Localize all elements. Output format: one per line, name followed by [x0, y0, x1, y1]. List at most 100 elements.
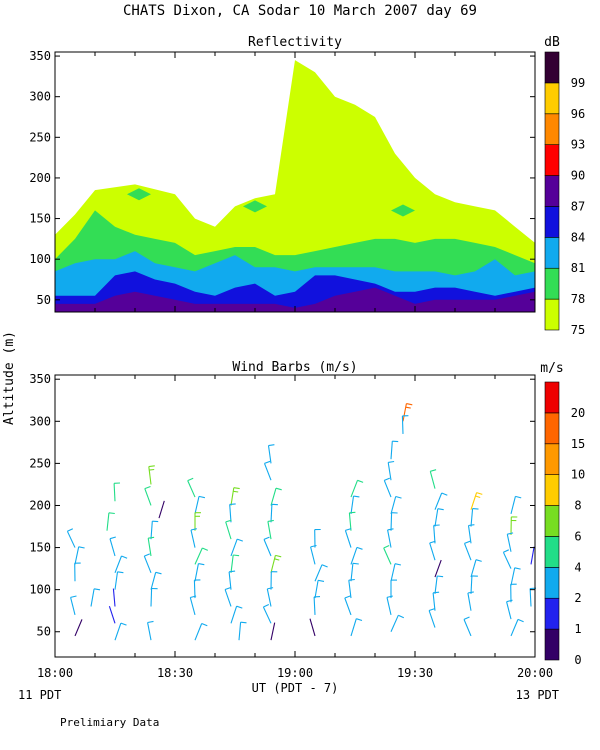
- wind-barb: [143, 553, 152, 574]
- wind-barb: [383, 544, 392, 565]
- reflectivity-colorbar-unit: dB: [544, 35, 560, 50]
- wind-barb: [387, 528, 394, 548]
- wind-barb: [502, 549, 512, 569]
- contour-island-1: [243, 200, 267, 213]
- wind-cbar-label-6: 10: [571, 468, 585, 482]
- wind-barb: [158, 500, 165, 519]
- refl-cbar-swatch-5: [544, 144, 560, 176]
- wind-barb: [350, 618, 363, 637]
- wind-barb: [194, 622, 208, 641]
- wind-cbar-label-4: 6: [574, 529, 581, 543]
- wind-barb: [401, 415, 409, 434]
- wind-colorbar-unit: m/s: [540, 361, 563, 376]
- wind-barb: [434, 508, 444, 527]
- wind-barb: [344, 595, 352, 616]
- wind-cbar-label-2: 2: [574, 591, 581, 605]
- x-axis-label: UT (PDT - 7): [252, 681, 339, 695]
- wind-barb: [230, 605, 243, 624]
- wind-barb: [350, 562, 359, 582]
- wind-barb: [194, 547, 209, 565]
- wind-cbar-swatch-3: [544, 536, 560, 568]
- wind-colorbar: 0 1 2 4 6 8 10 15 20: [544, 381, 585, 667]
- wind-barb: [267, 444, 275, 464]
- wind-barb: [428, 608, 436, 628]
- wind-barb: [150, 520, 159, 540]
- wind-barb: [434, 492, 448, 510]
- wind-barb: [387, 460, 395, 481]
- reflectivity-title: Reflectivity: [248, 35, 342, 50]
- wind-barb: [263, 536, 272, 557]
- wind-barb: [66, 528, 76, 548]
- wind-ytick-label-200: 200: [29, 498, 51, 512]
- wind-barb: [433, 524, 440, 544]
- wind-barb: [506, 599, 513, 620]
- wind-barbs-title: Wind Barbs (m/s): [232, 360, 357, 375]
- x-tick-label-4: 20:00: [517, 666, 553, 680]
- wind-cbar-label-3: 4: [574, 560, 581, 574]
- wind-barb: [429, 469, 437, 489]
- wind-ytick-label-300: 300: [29, 414, 51, 428]
- wind-barb: [189, 595, 197, 616]
- wind-ytick-label-50: 50: [37, 625, 51, 639]
- contour-island-0: [127, 188, 151, 201]
- wind-barb: [390, 579, 397, 599]
- wind-barb: [470, 575, 478, 594]
- wind-barb: [90, 588, 101, 607]
- wind-barb: [114, 571, 124, 590]
- reflectivity-x-axis: [54, 52, 536, 312]
- wind-barb: [147, 620, 154, 641]
- wind-barb: [270, 622, 276, 641]
- wind-barb: [402, 403, 413, 422]
- contour-87db: [55, 287, 535, 312]
- wind-barb: [434, 575, 444, 594]
- contour-island-2: [391, 204, 415, 217]
- wind-barb: [350, 495, 360, 514]
- wind-y-axis: 50 100 150 200 250 300 350: [29, 372, 535, 639]
- refl-ytick-label-200: 200: [29, 171, 51, 185]
- refl-ytick-label-50: 50: [37, 293, 51, 307]
- wind-barb: [270, 487, 282, 506]
- wind-barb: [510, 516, 518, 535]
- wind-barb: [150, 587, 158, 607]
- refl-cbar-label-1: 78: [571, 292, 585, 306]
- wind-barb: [432, 591, 440, 611]
- refl-cbar-swatch-6: [544, 113, 560, 145]
- x-tick-label-2: 19:00: [277, 666, 313, 680]
- refl-cbar-swatch-8: [544, 51, 560, 84]
- wind-cbar-label-8: 20: [571, 406, 585, 420]
- reflectivity-colorbar: 75 78 81 84 87 90 93 96 99: [544, 51, 585, 337]
- wind-plot-frame: [54, 374, 536, 658]
- y-axis-label: Altitude (m): [2, 331, 17, 425]
- wind-barb: [187, 477, 196, 498]
- refl-cbar-label-3: 84: [571, 230, 585, 244]
- wind-barb: [270, 571, 278, 590]
- reflectivity-y-axis: 50 100 150 200 250 300 350: [29, 49, 535, 307]
- wind-barb: [230, 487, 240, 506]
- wind-barb: [350, 546, 363, 565]
- wind-cbar-swatch-4: [544, 505, 560, 537]
- wind-barb: [470, 492, 483, 510]
- wind-barb: [112, 588, 116, 607]
- wind-cbar-swatch-2: [544, 567, 560, 599]
- refl-cbar-label-0: 75: [571, 323, 585, 337]
- wind-cbar-label-0: 0: [574, 653, 581, 667]
- refl-cbar-label-5: 90: [571, 169, 585, 183]
- x-tick-label-0: 18:00: [37, 666, 73, 680]
- wind-barb: [390, 440, 399, 460]
- reflectivity-contours: [55, 60, 535, 312]
- wind-barb: [148, 465, 155, 485]
- wind-barb: [463, 616, 472, 637]
- wind-cbar-label-7: 15: [571, 437, 585, 451]
- refl-cbar-swatch-3: [544, 206, 560, 238]
- wind-barb: [314, 564, 328, 582]
- wind-barb: [74, 562, 81, 582]
- wind-barb: [228, 570, 236, 590]
- refl-cbar-label-6: 93: [571, 138, 585, 152]
- wind-barb: [193, 579, 201, 599]
- refl-cbar-swatch-7: [544, 82, 560, 115]
- wind-barb: [113, 482, 121, 502]
- wind-cbar-swatch-7: [544, 412, 560, 445]
- wind-barb: [313, 596, 321, 615]
